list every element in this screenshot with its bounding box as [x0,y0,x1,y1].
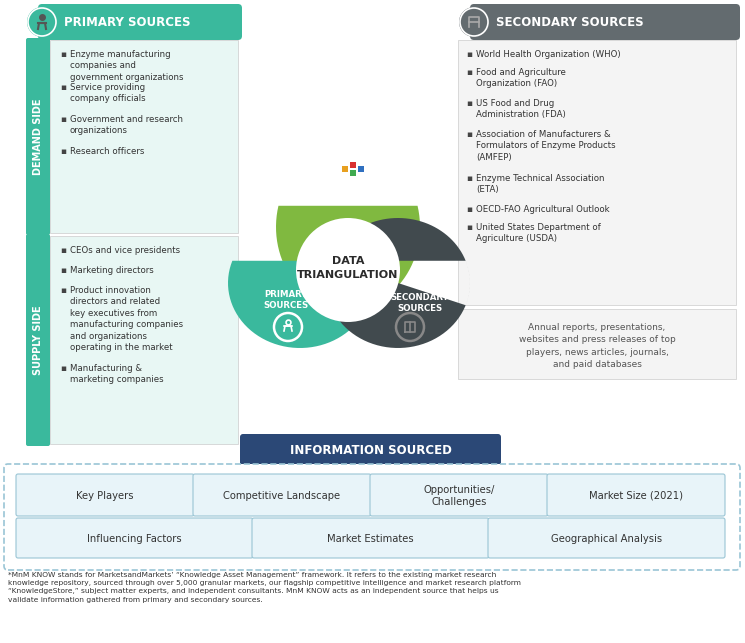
Text: US Food and Drug
Administration (FDA): US Food and Drug Administration (FDA) [476,99,565,120]
Text: Enzyme manufacturing
companies and
government organizations: Enzyme manufacturing companies and gover… [70,50,183,82]
Text: Association of Manufacturers &
Formulators of Enzyme Products
(AMFEP): Association of Manufacturers & Formulato… [476,130,615,162]
FancyBboxPatch shape [470,4,740,40]
Text: ▪: ▪ [466,68,472,77]
FancyBboxPatch shape [38,4,242,40]
Circle shape [296,218,400,322]
FancyBboxPatch shape [370,474,548,516]
Text: Service providing
company officials: Service providing company officials [70,83,145,104]
FancyBboxPatch shape [252,518,489,558]
Text: OECD-FAO Agricultural Outlook: OECD-FAO Agricultural Outlook [476,205,609,214]
FancyBboxPatch shape [50,236,238,444]
Circle shape [459,7,489,37]
FancyBboxPatch shape [26,234,50,446]
FancyBboxPatch shape [547,474,725,516]
Text: ▪: ▪ [466,223,472,232]
Text: Food and Agriculture
Organization (FAO): Food and Agriculture Organization (FAO) [476,68,566,89]
Text: PRIMARY SOURCES: PRIMARY SOURCES [64,17,191,30]
FancyBboxPatch shape [16,518,253,558]
Text: ▪: ▪ [60,50,66,59]
Text: SECONDARY
SOURCES: SECONDARY SOURCES [390,293,449,313]
Polygon shape [228,261,372,348]
Text: Product innovation
directors and related
key executives from
manufacturing compa: Product innovation directors and related… [70,286,183,352]
Text: ▪: ▪ [60,266,66,275]
Text: SUPPLY SIDE: SUPPLY SIDE [33,305,43,375]
Text: Research officers: Research officers [70,147,145,156]
FancyBboxPatch shape [193,474,371,516]
Text: ▪: ▪ [60,246,66,255]
Text: ▪: ▪ [60,115,66,124]
Circle shape [27,7,57,37]
Text: PRIMARY
SOURCES: PRIMARY SOURCES [264,290,308,310]
Text: Competitive Landscape: Competitive Landscape [224,491,340,501]
Text: INFORMATION SOURCED: INFORMATION SOURCED [290,444,451,458]
Text: ▪: ▪ [466,205,472,214]
Text: ▪: ▪ [60,364,66,373]
Polygon shape [276,206,420,309]
FancyBboxPatch shape [488,518,725,558]
FancyBboxPatch shape [240,434,501,466]
Circle shape [335,151,371,187]
Text: DEMAND SIDE: DEMAND SIDE [33,98,43,175]
FancyBboxPatch shape [16,474,194,516]
FancyBboxPatch shape [458,309,736,379]
Text: ▪: ▪ [60,286,66,295]
Text: Geographical Analysis: Geographical Analysis [551,534,662,544]
Text: Government and research
organizations: Government and research organizations [70,115,183,136]
Text: ▪: ▪ [466,99,472,108]
Text: CEOs and vice presidents: CEOs and vice presidents [70,246,180,255]
Text: Manufacturing &
marketing companies: Manufacturing & marketing companies [70,364,164,385]
Polygon shape [326,218,470,348]
Text: ▪: ▪ [466,130,472,139]
Text: ▪: ▪ [466,174,472,183]
Text: ▪: ▪ [466,50,472,59]
Text: Enzyme Technical Association
(ETA): Enzyme Technical Association (ETA) [476,174,604,194]
Text: Opportunities/
Challenges: Opportunities/ Challenges [423,485,495,507]
Text: SECONDARY SOURCES: SECONDARY SOURCES [496,17,644,30]
FancyBboxPatch shape [50,40,238,233]
Text: Annual reports, presentations,
websites and press releases of top
players, news : Annual reports, presentations, websites … [519,323,676,369]
Text: Influencing Factors: Influencing Factors [87,534,182,544]
Text: DATA
TRIANGULATION: DATA TRIANGULATION [297,256,399,280]
Text: United States Department of
Agriculture (USDA): United States Department of Agriculture … [476,223,600,244]
FancyBboxPatch shape [458,40,736,305]
Text: Marketing directors: Marketing directors [70,266,153,275]
Text: ▪: ▪ [60,83,66,92]
Text: Key Players: Key Players [76,491,134,501]
Text: *MnM KNOW stands for MarketsandMarkets’ “Knowledge Asset Management” framework. : *MnM KNOW stands for MarketsandMarkets’ … [8,572,521,602]
Text: Market Size (2021): Market Size (2021) [589,491,683,501]
FancyBboxPatch shape [4,464,740,570]
Text: MnM KNOW*: MnM KNOW* [320,190,385,199]
Text: Market Estimates: Market Estimates [327,534,413,544]
Text: World Health Organization (WHO): World Health Organization (WHO) [476,50,621,59]
FancyBboxPatch shape [26,38,50,235]
Text: ▪: ▪ [60,147,66,156]
